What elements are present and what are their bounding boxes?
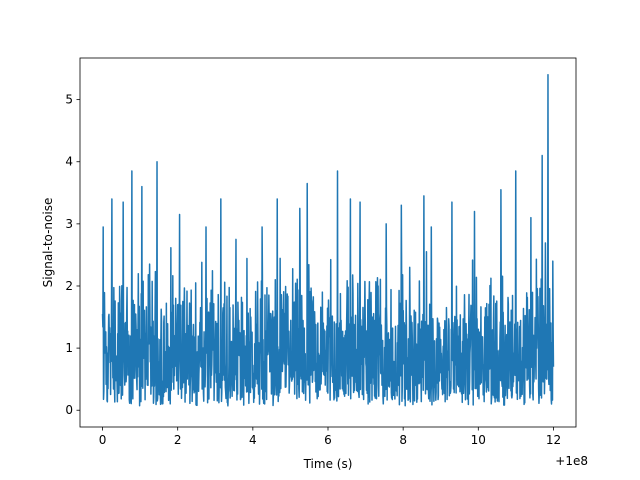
y-tick-label: 4 xyxy=(65,155,73,169)
signal-to-noise-series-line xyxy=(101,74,555,407)
x-axis-offset-label: +1e8 xyxy=(555,454,588,468)
x-tick-label: 0 xyxy=(99,433,107,447)
x-tick-label: 12 xyxy=(546,433,561,447)
x-tick-label: 10 xyxy=(471,433,486,447)
x-axis-label: Time (s) xyxy=(303,457,353,471)
y-tick-label: 1 xyxy=(65,341,73,355)
x-tick-label: 8 xyxy=(399,433,407,447)
x-tick-label: 2 xyxy=(174,433,182,447)
y-tick-label: 2 xyxy=(65,279,73,293)
x-axis: 0 2 4 6 8 10 12 xyxy=(99,427,561,447)
x-tick-label: 6 xyxy=(324,433,332,447)
y-axis: 0 1 2 3 4 5 xyxy=(65,93,80,417)
y-tick-label: 3 xyxy=(65,217,73,231)
y-axis-label: Signal-to-noise xyxy=(41,198,55,288)
x-tick-label: 4 xyxy=(249,433,257,447)
plot-area xyxy=(101,74,555,407)
y-tick-label: 5 xyxy=(65,93,73,107)
y-tick-label: 0 xyxy=(65,403,73,417)
